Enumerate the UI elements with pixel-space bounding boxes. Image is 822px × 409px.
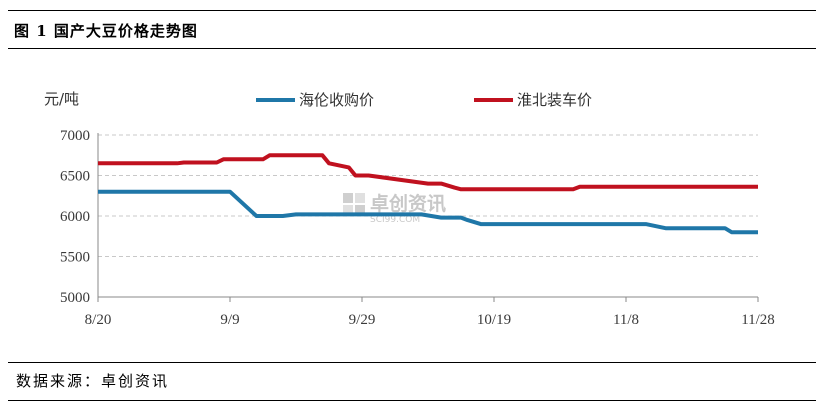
watermark: 卓创资讯 SCI99.COM (343, 192, 446, 225)
watermark-logo-block (343, 193, 353, 203)
legend-label-huaibei: 淮北装车价 (517, 91, 592, 109)
y-tick-label: 5000 (60, 290, 90, 306)
x-tick-label: 11/28 (741, 312, 775, 328)
watermark-subtext: SCI99.COM (370, 215, 420, 225)
source-rule (8, 362, 816, 363)
source-text: 数据来源：卓创资讯 (16, 372, 170, 390)
figure-title: 图 1 国产大豆价格走势图 (14, 22, 198, 40)
series-line-helun (98, 189, 758, 235)
x-tick-label: 10/19 (477, 312, 511, 328)
axes: 5000 5500 6000 6500 7000 8/20 9/9 9/29 10/19 11/8… (60, 128, 775, 328)
watermark-text: 卓创资讯 (370, 192, 446, 215)
series-lines (98, 153, 758, 235)
top-rule (8, 10, 816, 11)
legend: 海伦收购价 淮北装车价 (256, 91, 592, 109)
x-tick-label: 9/29 (349, 312, 376, 328)
x-tick-label: 8/20 (85, 312, 112, 328)
x-tick-label: 9/9 (220, 312, 239, 328)
y-axis-unit-label: 元/吨 (44, 90, 79, 108)
watermark-logo-block (355, 205, 365, 215)
title-rule (8, 48, 816, 49)
y-tick-label: 6000 (60, 209, 90, 225)
watermark-logo-block (343, 205, 353, 215)
x-tick-label: 11/8 (613, 312, 639, 328)
bottom-rule (8, 400, 816, 401)
legend-label-helun: 海伦收购价 (299, 91, 374, 109)
watermark-logo-block (355, 193, 365, 203)
series-line-huaibei (98, 153, 758, 192)
y-tick-label: 5500 (60, 250, 90, 266)
y-tick-label: 7000 (60, 128, 90, 144)
y-tick-label: 6500 (60, 169, 90, 185)
